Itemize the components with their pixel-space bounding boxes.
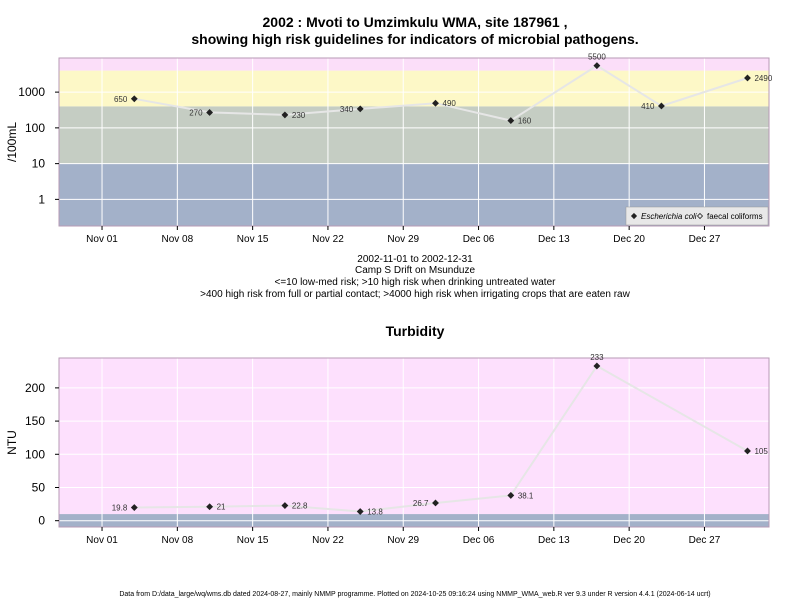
info-line-contact-guideline: >400 high risk from full or partial cont… (200, 289, 630, 300)
data-point (356, 508, 364, 515)
data-point (744, 447, 751, 455)
data-point (356, 105, 364, 113)
risk-band-3 (59, 58, 769, 71)
plot-frame (58, 57, 770, 227)
info-line-site-name: Camp S Drift on Msunduze (355, 265, 475, 276)
data-label: 490 (443, 99, 457, 108)
chart-title-line1: 2002 : Mvoti to Umzimkulu WMA, site 1879… (263, 14, 568, 30)
legend-marker-1 (696, 212, 704, 220)
data-point (281, 111, 289, 119)
data-point (507, 491, 515, 499)
risk-band-1 (59, 106, 769, 164)
data-point (744, 74, 751, 82)
footer-note: Data from D:/data_large/wq/wms.db dated … (119, 591, 710, 598)
data-point (593, 362, 601, 370)
y-axis-label: /100mL (5, 122, 19, 162)
data-point (593, 62, 601, 70)
x-tick-label: Nov 29 (387, 535, 419, 546)
y-tick-label: 100 (25, 121, 45, 135)
data-label: 19.8 (112, 504, 128, 513)
y-tick-label: 10 (32, 157, 46, 171)
data-point (206, 109, 214, 116)
data-label: 650 (114, 95, 128, 104)
x-tick-label: Dec 06 (463, 234, 495, 245)
x-tick-label: Nov 08 (161, 234, 193, 245)
data-label: 233 (590, 353, 604, 362)
x-tick-label: Dec 27 (689, 535, 721, 546)
turbidity-panel: Nov 01 Nov 08 Nov 15 Nov 22 Nov 29 Dec 06 Dec … (5, 353, 770, 546)
x-tick-label: Dec 27 (689, 234, 721, 245)
y-tick-label: 150 (25, 414, 45, 428)
info-line-date-range: 2002-11-01 to 2002-12-31 (357, 254, 473, 265)
legend-label: Escherichia coli (641, 212, 697, 221)
x-tick-label: Nov 15 (237, 535, 269, 546)
x-tick-label: Nov 22 (312, 535, 344, 546)
y-tick-label: 50 (32, 480, 46, 494)
data-label: 13.8 (367, 508, 383, 517)
y-tick-label: 0 (38, 514, 45, 528)
x-tick-label: Dec 13 (538, 234, 570, 245)
data-point (206, 503, 214, 511)
x-tick-label: Nov 01 (86, 234, 118, 245)
data-point (281, 502, 289, 509)
risk-band-2 (59, 70, 769, 107)
ecoli-panel: Nov 01 Nov 08 Nov 15 Nov 22 Nov 29 Dec 06 Dec … (5, 53, 773, 245)
x-tick-label: Nov 15 (237, 234, 269, 245)
data-label: 230 (292, 111, 306, 120)
info-line-drinking-guideline: <=10 low-med risk; >10 high risk when dr… (275, 277, 557, 288)
y-tick-label: 200 (25, 381, 45, 395)
risk-band-1 (59, 358, 769, 515)
data-label: 340 (340, 105, 354, 114)
y-tick-label: 1000 (18, 85, 45, 99)
data-point (657, 102, 665, 110)
data-label: 410 (641, 102, 655, 111)
x-tick-label: Dec 20 (613, 234, 645, 245)
y-tick-label: 1 (38, 192, 45, 206)
data-label: 5500 (588, 53, 606, 62)
data-point (432, 499, 439, 507)
data-label: 105 (754, 447, 768, 456)
plot-frame (58, 357, 770, 528)
x-tick-label: Dec 20 (613, 535, 645, 546)
data-label: 38.1 (518, 491, 534, 500)
legend-marker-0 (630, 212, 638, 220)
data-label: 270 (189, 108, 203, 117)
x-tick-label: Nov 29 (387, 234, 419, 245)
data-label: 21 (217, 503, 226, 512)
y-tick-label: 100 (25, 447, 45, 461)
data-label: 26.7 (413, 499, 429, 508)
data-point (432, 99, 439, 107)
x-tick-label: Dec 13 (538, 535, 570, 546)
data-point (130, 95, 138, 103)
x-tick-label: Nov 01 (86, 535, 118, 546)
turbidity-title: Turbidity (386, 323, 445, 339)
data-label: 22.8 (292, 502, 308, 511)
legend-label: faecal coliforms (707, 212, 763, 221)
chart-title-line2: showing high risk guidelines for indicat… (191, 31, 638, 47)
data-point (507, 117, 515, 124)
data-point (130, 504, 138, 511)
data-label: 2490 (754, 74, 772, 83)
x-tick-label: Nov 08 (161, 535, 193, 546)
y-axis-label: NTU (5, 430, 19, 455)
x-tick-label: Dec 06 (463, 535, 495, 546)
data-label: 160 (518, 117, 532, 126)
series-line-0 (134, 364, 748, 513)
x-tick-label: Nov 22 (312, 234, 344, 245)
